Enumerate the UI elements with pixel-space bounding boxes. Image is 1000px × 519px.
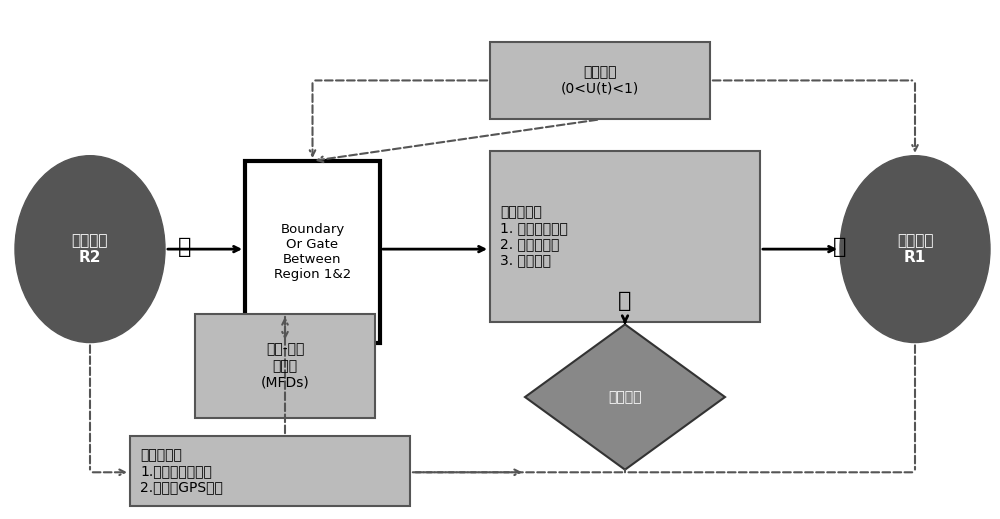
FancyBboxPatch shape	[245, 161, 380, 343]
Text: Boundary
Or Gate
Between
Region 1&2: Boundary Or Gate Between Region 1&2	[274, 223, 351, 281]
Text: 诱导车流: 诱导车流	[608, 390, 642, 404]
Text: 流量-密度
基本图
(MFDs): 流量-密度 基本图 (MFDs)	[261, 343, 309, 389]
Text: 边界控制
(0<U(t)<1): 边界控制 (0<U(t)<1)	[561, 65, 639, 95]
Ellipse shape	[15, 156, 165, 343]
Polygon shape	[525, 324, 725, 470]
Text: 🚙: 🚙	[178, 237, 192, 256]
Text: 🚙: 🚙	[833, 237, 847, 256]
Text: 交通大数据
1.各路段的检测器
2.出租车GPS定位: 交通大数据 1.各路段的检测器 2.出租车GPS定位	[140, 448, 223, 494]
Text: 保护区域
R1: 保护区域 R1	[897, 233, 933, 265]
Ellipse shape	[840, 156, 990, 343]
Text: 门限控制：
1. 控制车流进入
2. 控制红绿灯
3. 动态收费: 门限控制： 1. 控制车流进入 2. 控制红绿灯 3. 动态收费	[500, 205, 568, 267]
Text: 外围区域
R2: 外围区域 R2	[72, 233, 108, 265]
FancyBboxPatch shape	[195, 314, 375, 418]
Text: 🚙: 🚙	[618, 291, 632, 311]
FancyBboxPatch shape	[130, 436, 410, 506]
FancyBboxPatch shape	[490, 151, 760, 322]
FancyBboxPatch shape	[490, 42, 710, 119]
